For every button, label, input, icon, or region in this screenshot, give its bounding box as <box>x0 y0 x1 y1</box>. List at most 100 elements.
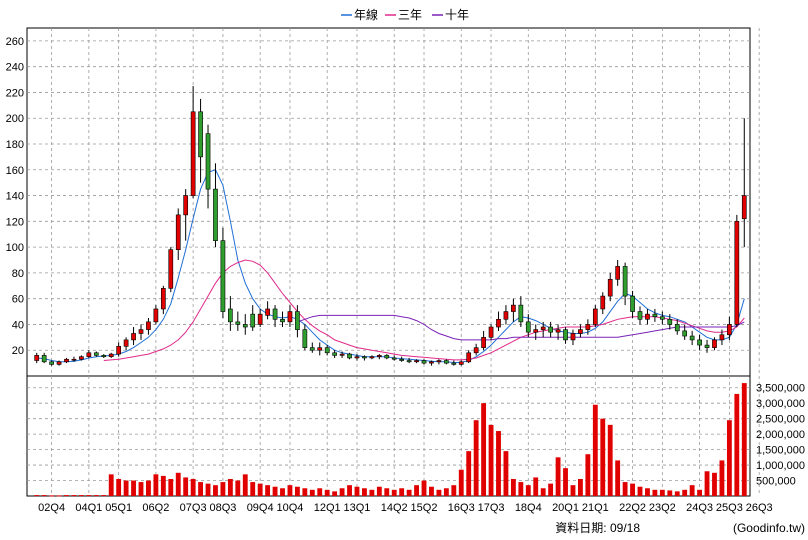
x-tick-label: 04Q1 <box>75 502 102 514</box>
candle-body <box>436 360 442 363</box>
legend-label-year: 年線 <box>354 7 378 22</box>
candle-body <box>555 329 561 333</box>
volume-bar <box>175 472 181 496</box>
candle-body <box>704 344 710 348</box>
volume-bar <box>168 478 174 496</box>
volume-bar <box>674 491 680 496</box>
candle-body <box>741 195 747 220</box>
candle-body <box>473 347 479 354</box>
volume-bar <box>317 488 323 496</box>
candle-body <box>302 329 308 348</box>
volume-bar <box>227 478 233 496</box>
candle-body <box>429 361 434 364</box>
candle-body <box>719 334 725 341</box>
volume-bar <box>600 418 606 496</box>
volume-bar <box>443 488 449 496</box>
volume-bar <box>220 482 226 496</box>
candle-body <box>123 339 129 347</box>
volume-bar <box>131 480 136 496</box>
x-tick-label: 24Q3 <box>686 502 713 514</box>
x-tick-label: 02Q4 <box>38 502 65 514</box>
volume-bar <box>235 480 241 496</box>
volume-bar <box>160 475 166 496</box>
grid <box>27 28 760 496</box>
volume-bar <box>153 474 159 496</box>
candle-body <box>637 311 643 320</box>
x-tick-label: 18Q4 <box>515 502 542 514</box>
volume-bar <box>585 454 591 496</box>
candle-body <box>488 326 494 338</box>
candle-body <box>697 339 702 346</box>
volume-bar <box>146 480 151 496</box>
volume-bar <box>347 485 352 496</box>
volume-bar <box>533 477 539 496</box>
volume-bar <box>630 483 635 496</box>
x-tick-label: 25Q3 <box>716 502 743 514</box>
volume-bar <box>101 495 107 497</box>
candle-body <box>79 356 84 360</box>
volume-bar <box>607 424 613 496</box>
volume-bar <box>578 478 583 496</box>
candle-body <box>332 352 337 356</box>
candle-body <box>116 346 121 355</box>
volume-bar <box>563 468 568 496</box>
volume-bar <box>496 431 501 496</box>
candle-body <box>190 111 196 196</box>
volume-bar <box>93 495 99 497</box>
volume-bar <box>205 483 211 496</box>
candle-body <box>630 295 635 312</box>
volume-bar <box>451 485 457 496</box>
candle-body <box>652 313 658 318</box>
candle-body <box>146 321 151 330</box>
volume-bar <box>682 489 688 496</box>
volume-bar <box>86 495 92 497</box>
volume-bar <box>458 469 464 496</box>
volume-bar <box>399 488 405 496</box>
candle-body <box>339 353 345 356</box>
volume-bar <box>257 483 263 496</box>
x-tick-label: 13Q1 <box>344 502 371 514</box>
volume-bar <box>570 485 576 496</box>
x-tick-label: 12Q1 <box>314 502 341 514</box>
volume-bar <box>354 486 360 496</box>
candle-body <box>607 279 613 297</box>
candle-body <box>257 313 263 325</box>
volume-bar <box>213 485 218 496</box>
candle-body <box>406 360 412 363</box>
volume-bar <box>741 383 747 496</box>
volume-bar <box>332 491 338 496</box>
volume-bar <box>689 485 695 496</box>
candle-body <box>153 308 159 323</box>
candlesticks <box>34 86 747 366</box>
candle-body <box>198 111 203 158</box>
candle-body <box>548 326 553 333</box>
footer-date: 資料日期: 09/18 <box>555 521 640 535</box>
candle-body <box>674 324 680 332</box>
volume-bar <box>294 486 300 496</box>
candle-body <box>682 330 688 337</box>
x-tick-label: 22Q2 <box>619 502 646 514</box>
candle-body <box>600 295 606 310</box>
x-tick-label: 09Q4 <box>247 502 274 514</box>
x-tick-label: 08Q3 <box>209 502 236 514</box>
candle-body <box>287 311 293 323</box>
volume-bar <box>548 483 554 496</box>
price-tick-label: 80 <box>12 268 24 280</box>
candle-body <box>578 329 583 334</box>
price-tick-label: 200 <box>6 113 24 125</box>
price-tick-label: 160 <box>6 165 24 177</box>
candle-body <box>183 195 189 216</box>
volume-bar <box>429 486 434 496</box>
price-tick-label: 20 <box>12 345 24 357</box>
volume-bar <box>64 495 69 497</box>
volume-bar <box>369 489 375 496</box>
volume-bar <box>555 457 561 496</box>
candle-body <box>660 316 665 320</box>
volume-bar <box>503 451 509 496</box>
candle-body <box>585 324 591 330</box>
volume-bar <box>198 482 203 496</box>
candle-body <box>712 339 717 348</box>
volume-bar <box>525 485 531 496</box>
volume-bar <box>645 488 650 496</box>
